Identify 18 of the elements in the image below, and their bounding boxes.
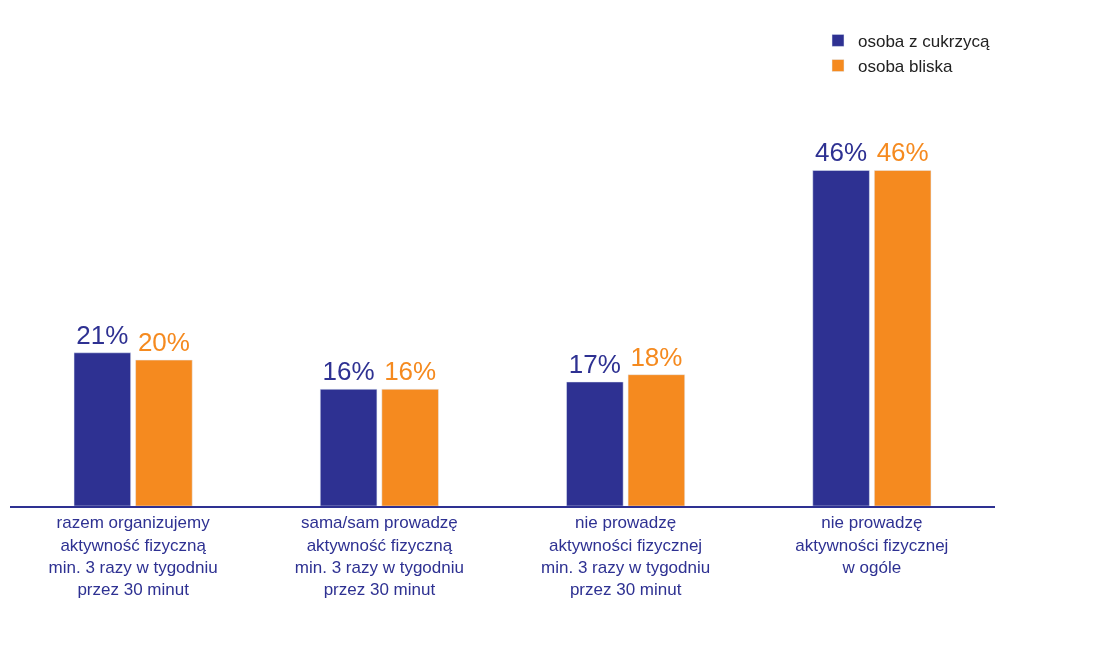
x-tick-label: sama/sam prowadzę aktywność fizyczną min. 3 razy w tygodniu przez 30 minut: [294, 513, 464, 599]
data-label: 16%: [384, 356, 437, 387]
data-label: 18%: [630, 341, 683, 372]
bar: [874, 170, 932, 506]
x-tick-label: nie prowadzę aktywności fizycznej min. 3 razy w tygodniu przez 30 minut: [541, 513, 711, 599]
data-label: 21%: [76, 319, 129, 350]
data-label: 17%: [568, 348, 621, 379]
data-label: 20%: [137, 327, 190, 358]
x-tick-label: nie prowadzę aktywności fizycznej w ogóle: [795, 513, 949, 577]
legend-label: osoba z cukrzycą: [858, 32, 990, 52]
bar: [627, 374, 685, 506]
bar: [135, 359, 193, 506]
legend-label: osoba bliska: [858, 57, 954, 77]
bar: [381, 389, 439, 506]
data-label: 46%: [815, 137, 868, 168]
data-label: 16%: [322, 356, 375, 387]
data-label: 46%: [876, 137, 929, 168]
x-tick-label: razem organizujemy aktywność fizyczną min. 3 razy w tygodniu przez 30 minut: [48, 513, 218, 599]
